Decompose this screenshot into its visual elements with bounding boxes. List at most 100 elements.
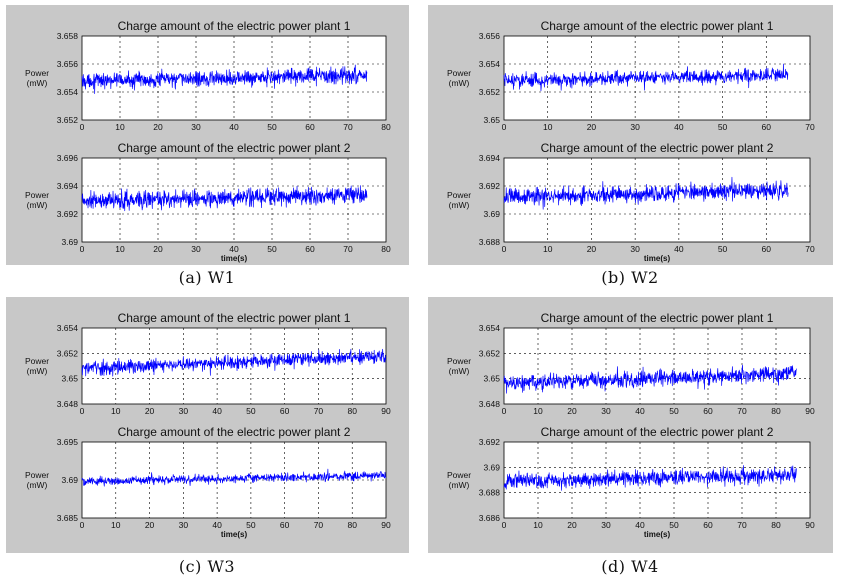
x-tick-label: 40 [212,406,222,416]
caption-w3: (c) W3 [178,557,236,576]
y-tick-label: 3.692 [57,209,79,219]
y-tick-label: 3.648 [57,399,79,409]
x-tick-label: 20 [567,406,577,416]
y-tick-label: 3.652 [479,87,501,97]
y-tick-label: 3.694 [57,181,79,191]
x-tick-label: 90 [805,520,815,530]
x-tick-label: 40 [229,122,239,132]
x-tick-label: 80 [381,244,391,254]
x-tick-label: 60 [703,520,713,530]
x-tick-label: 60 [703,406,713,416]
y-axis-label-line: (mW) [449,366,470,376]
y-tick-label: 3.652 [57,115,79,125]
y-tick-label: 3.654 [57,323,79,333]
x-tick-label: 0 [80,520,85,530]
caption-w4: (d) W4 [601,557,659,576]
subplot-title: Charge amount of the electric power plan… [118,19,351,33]
x-tick-label: 0 [502,122,507,132]
y-axis-label-line: Power [25,68,49,78]
y-axis-label-line: Power [25,190,49,200]
x-tick-label: 30 [179,520,189,530]
x-tick-label: 40 [212,520,222,530]
x-tick-label: 30 [601,520,611,530]
series-line [81,468,387,487]
y-axis-label-line: Power [447,190,471,200]
chart-w2: Charge amount of the electric power plan… [447,19,815,263]
y-tick-label: 3.685 [57,513,79,523]
y-axis-label-line: Power [25,470,49,480]
chart-panel-w3: Charge amount of the electric power plan… [6,297,409,553]
y-tick-label: 3.69 [61,237,78,247]
y-axis-label: Power (mW) [447,470,471,490]
x-axis-label: time(s) [644,530,671,539]
x-tick-label: 30 [630,122,640,132]
x-tick-label: 20 [145,520,155,530]
x-tick-label: 50 [669,520,679,530]
x-tick-label: 40 [674,122,684,132]
x-tick-label: 0 [80,244,85,254]
x-tick-label: 0 [80,122,85,132]
x-tick-label: 90 [381,520,391,530]
x-tick-label: 70 [805,244,815,254]
series-line [503,63,789,92]
x-tick-label: 20 [567,520,577,530]
x-tick-label: 50 [246,520,256,530]
x-tick-label: 50 [718,122,728,132]
y-axis-label: Power (mW) [447,190,471,210]
y-axis-label-line: Power [447,68,471,78]
y-tick-label: 3.694 [479,153,501,163]
subplot-title: Charge amount of the electric power plan… [118,141,351,155]
x-tick-label: 70 [343,244,353,254]
x-tick-label: 60 [305,122,315,132]
y-tick-label: 3.65 [483,115,500,125]
y-axis-label: Power (mW) [25,68,49,88]
x-tick-label: 80 [381,122,391,132]
x-tick-label: 50 [246,406,256,416]
y-tick-label: 3.656 [57,59,79,69]
x-tick-label: 20 [587,122,597,132]
subplot-title: Charge amount of the electric power plan… [541,141,774,155]
x-tick-label: 0 [502,244,507,254]
x-tick-label: 20 [145,406,155,416]
y-tick-label: 3.69 [483,462,500,472]
y-axis-label-line: Power [25,356,49,366]
series-line [81,348,387,377]
x-tick-label: 40 [635,406,645,416]
series-line [503,364,797,394]
x-tick-label: 50 [669,406,679,416]
y-tick-label: 3.692 [479,437,501,447]
x-tick-label: 30 [191,122,201,132]
x-tick-label: 60 [762,122,772,132]
x-axis-label: time(s) [221,530,248,539]
chart-w1: Charge amount of the electric power plan… [25,19,391,263]
chart-w4: Charge amount of the electric power plan… [447,311,815,539]
x-tick-label: 10 [115,244,125,254]
x-tick-label: 70 [314,406,324,416]
x-tick-label: 80 [771,520,781,530]
chart-panel-w4: Charge amount of the electric power plan… [428,297,833,553]
y-tick-label: 3.65 [61,374,78,384]
y-axis-label-line: Power [447,356,471,366]
x-tick-label: 30 [630,244,640,254]
y-axis-label-line: (mW) [27,78,48,88]
x-tick-label: 30 [601,406,611,416]
series-line [81,64,368,94]
x-tick-label: 50 [267,244,277,254]
x-tick-label: 70 [737,520,747,530]
x-tick-label: 50 [267,122,277,132]
y-tick-label: 3.654 [479,59,501,69]
chart-panel-w2: Charge amount of the electric power plan… [428,5,833,265]
series-line [503,465,797,491]
x-tick-label: 80 [771,406,781,416]
x-axis-label: time(s) [221,254,248,263]
y-tick-label: 3.69 [483,209,500,219]
y-tick-label: 3.686 [479,513,501,523]
chart-w3: Charge amount of the electric power plan… [25,311,391,539]
x-tick-label: 40 [635,520,645,530]
y-tick-label: 3.658 [57,31,79,41]
subplot-title: Charge amount of the electric power plan… [541,425,774,439]
x-tick-label: 80 [347,406,357,416]
x-tick-label: 60 [762,244,772,254]
x-tick-label: 0 [502,520,507,530]
chart-panel-w1: Charge amount of the electric power plan… [6,5,409,265]
